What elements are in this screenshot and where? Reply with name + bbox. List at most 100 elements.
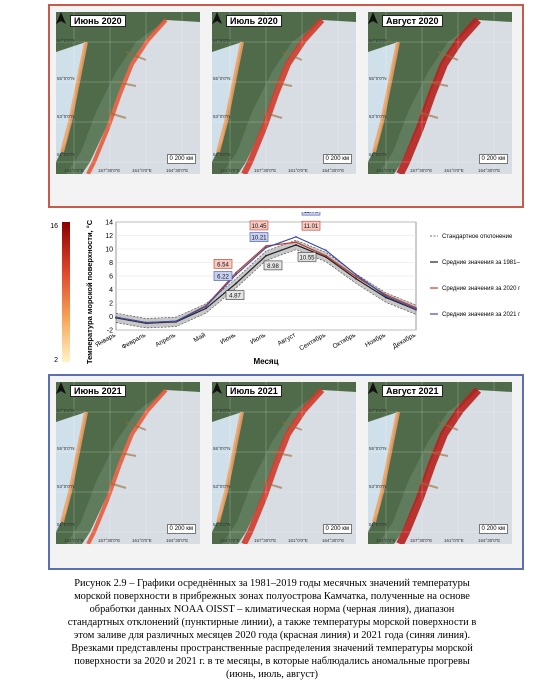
scale-label: 200 км xyxy=(330,526,349,532)
north-arrow-icon xyxy=(56,12,66,24)
series-point xyxy=(385,296,387,299)
std-deviation-band xyxy=(116,240,416,328)
scale-label: 200 км xyxy=(486,156,505,162)
north-arrow-icon xyxy=(56,382,66,394)
value-label: 10.21 xyxy=(251,236,267,242)
map-scale-bar: 0 200 км xyxy=(166,154,196,164)
legend-std-label: Стандартное отклонение xyxy=(442,234,513,240)
series-point xyxy=(325,254,327,257)
longitude-label: 154°0'0"E xyxy=(64,168,84,173)
longitude-label: 161°0'0"E xyxy=(288,168,308,173)
latitude-label: 51°0'0"N xyxy=(369,522,387,527)
latitude-label: 55°0'0"N xyxy=(369,76,387,81)
series-point xyxy=(295,244,297,246)
std-upper-line xyxy=(115,239,417,319)
latitude-label: 57°0'0"N xyxy=(369,408,387,413)
legend-label: Средние значения за 2020 г. xyxy=(442,286,520,292)
map-title: Август 2021 xyxy=(382,385,443,397)
kamchatka-map-graphic xyxy=(56,382,200,544)
series-point xyxy=(355,277,357,280)
figure-caption: Рисунок 2.9 – Графики осреднённых за 198… xyxy=(20,577,524,681)
longitude-label: 164°30'0"E xyxy=(166,538,189,543)
north-arrow-icon xyxy=(212,382,222,394)
value-label: 10.55 xyxy=(299,255,315,261)
legend-label: Средние значения за 2021 г. xyxy=(442,312,520,318)
series-point xyxy=(355,273,357,276)
longitude-label: 164°30'0"E xyxy=(478,168,501,173)
kamchatka-map-graphic xyxy=(368,382,512,544)
north-arrow-icon xyxy=(368,12,378,24)
map-july-2021: Июль 2021 0 200 км 154°0'0"E 157°30'0"E 161°… xyxy=(212,382,356,544)
sst-chart: 16 2 Температура морской поверхности, °С… xyxy=(48,205,538,368)
map-august-2021: Август 2021 0 200 км 154°0'0"E 157°30'0"E 16… xyxy=(368,382,512,544)
map-title: Июль 2020 xyxy=(226,15,282,27)
latitude-label: 57°0'0"N xyxy=(213,38,231,43)
y-tick-label: -2 xyxy=(107,328,113,335)
x-tick-label: Декабрь xyxy=(391,330,417,350)
value-label: 8.98 xyxy=(267,264,279,270)
caption-line: Врезками представлены пространственные р… xyxy=(71,643,473,654)
longitude-label: 164°30'0"E xyxy=(166,168,189,173)
caption-line: обработки данных NOAA OISST – климатичес… xyxy=(89,604,455,615)
value-label-box xyxy=(249,220,269,231)
value-label-box xyxy=(213,259,233,269)
longitude-label: 154°0'0"E xyxy=(220,538,240,543)
north-arrow-icon xyxy=(212,12,222,24)
caption-line: морской поверхности в прибрежных зонах п… xyxy=(74,591,470,602)
series-point xyxy=(145,321,147,324)
latitude-label: 51°0'0"N xyxy=(213,522,231,527)
map-scale-bar: 0 200 км xyxy=(322,524,352,534)
latitude-label: 57°0'0"N xyxy=(369,38,387,43)
map-scale-bar: 0 200 км xyxy=(478,154,508,164)
longitude-label: 154°0'0"E xyxy=(220,168,240,173)
caption-line: (июнь, июль, август) xyxy=(225,669,319,680)
series-point xyxy=(355,275,357,278)
maps-2020-panel: Июнь 2020 0 200 км 154°0'0"E 157°30'0"E 161°… xyxy=(48,4,524,208)
latitude-label: 51°0'0"N xyxy=(57,522,75,527)
scale-zero: 0 xyxy=(169,526,173,532)
kamchatka-map-graphic xyxy=(212,382,356,544)
latitude-label: 53°0'0"N xyxy=(57,114,75,119)
latitude-label: 51°0'0"N xyxy=(213,152,231,157)
map-july-2020: Июль 2020 0 200 км 154°0'0"E 157°30'0"E 161°… xyxy=(212,12,356,174)
series-point xyxy=(235,273,237,276)
y-tick-label: 14 xyxy=(105,220,113,227)
x-tick-label: Июнь xyxy=(219,331,237,346)
map-scale-bar: 0 200 км xyxy=(322,154,352,164)
series-point xyxy=(235,282,237,285)
series-point xyxy=(175,320,177,323)
scale-zero: 0 xyxy=(481,526,485,532)
latitude-label: 53°0'0"N xyxy=(213,114,231,119)
value-label: 6.22 xyxy=(217,275,229,281)
y-tick-label: 8 xyxy=(109,260,113,267)
std-lower-line xyxy=(115,249,417,329)
longitude-label: 157°30'0"E xyxy=(98,538,121,543)
y-tick-label: 12 xyxy=(105,233,113,240)
value-label-box xyxy=(297,251,317,262)
map-title: Август 2020 xyxy=(382,15,443,27)
maps-2021-panel: Июнь 2021 0 200 км 154°0'0"E 157°30'0"E 161°… xyxy=(48,374,524,570)
longitude-label: 161°0'0"E xyxy=(444,168,464,173)
latitude-label: 57°0'0"N xyxy=(213,408,231,413)
scale-zero: 0 xyxy=(481,156,485,162)
caption-line: Рисунок 2.9 – Графики осреднённых за 198… xyxy=(74,578,470,589)
longitude-label: 161°0'0"E xyxy=(132,538,152,543)
map-title: Июль 2021 xyxy=(226,385,282,397)
north-arrow-icon xyxy=(368,382,378,394)
latitude-label: 55°0'0"N xyxy=(369,446,387,451)
latitude-label: 53°0'0"N xyxy=(369,484,387,489)
latitude-label: 57°0'0"N xyxy=(57,408,75,413)
map-june-2020: Июнь 2020 0 200 км 154°0'0"E 157°30'0"E 161°… xyxy=(56,12,200,174)
y-tick-label: 2 xyxy=(109,301,113,308)
value-label-box xyxy=(301,220,321,231)
scale-label: 200 км xyxy=(174,156,193,162)
x-tick-label: Октябрь xyxy=(331,331,357,351)
latitude-label: 55°0'0"N xyxy=(57,446,75,451)
map-title: Июнь 2021 xyxy=(70,385,126,397)
latitude-label: 53°0'0"N xyxy=(369,114,387,119)
scale-zero: 0 xyxy=(325,156,329,162)
series-point xyxy=(295,241,297,244)
series-point xyxy=(265,254,267,257)
colorbar xyxy=(62,222,70,362)
longitude-label: 164°30'0"E xyxy=(478,538,501,543)
